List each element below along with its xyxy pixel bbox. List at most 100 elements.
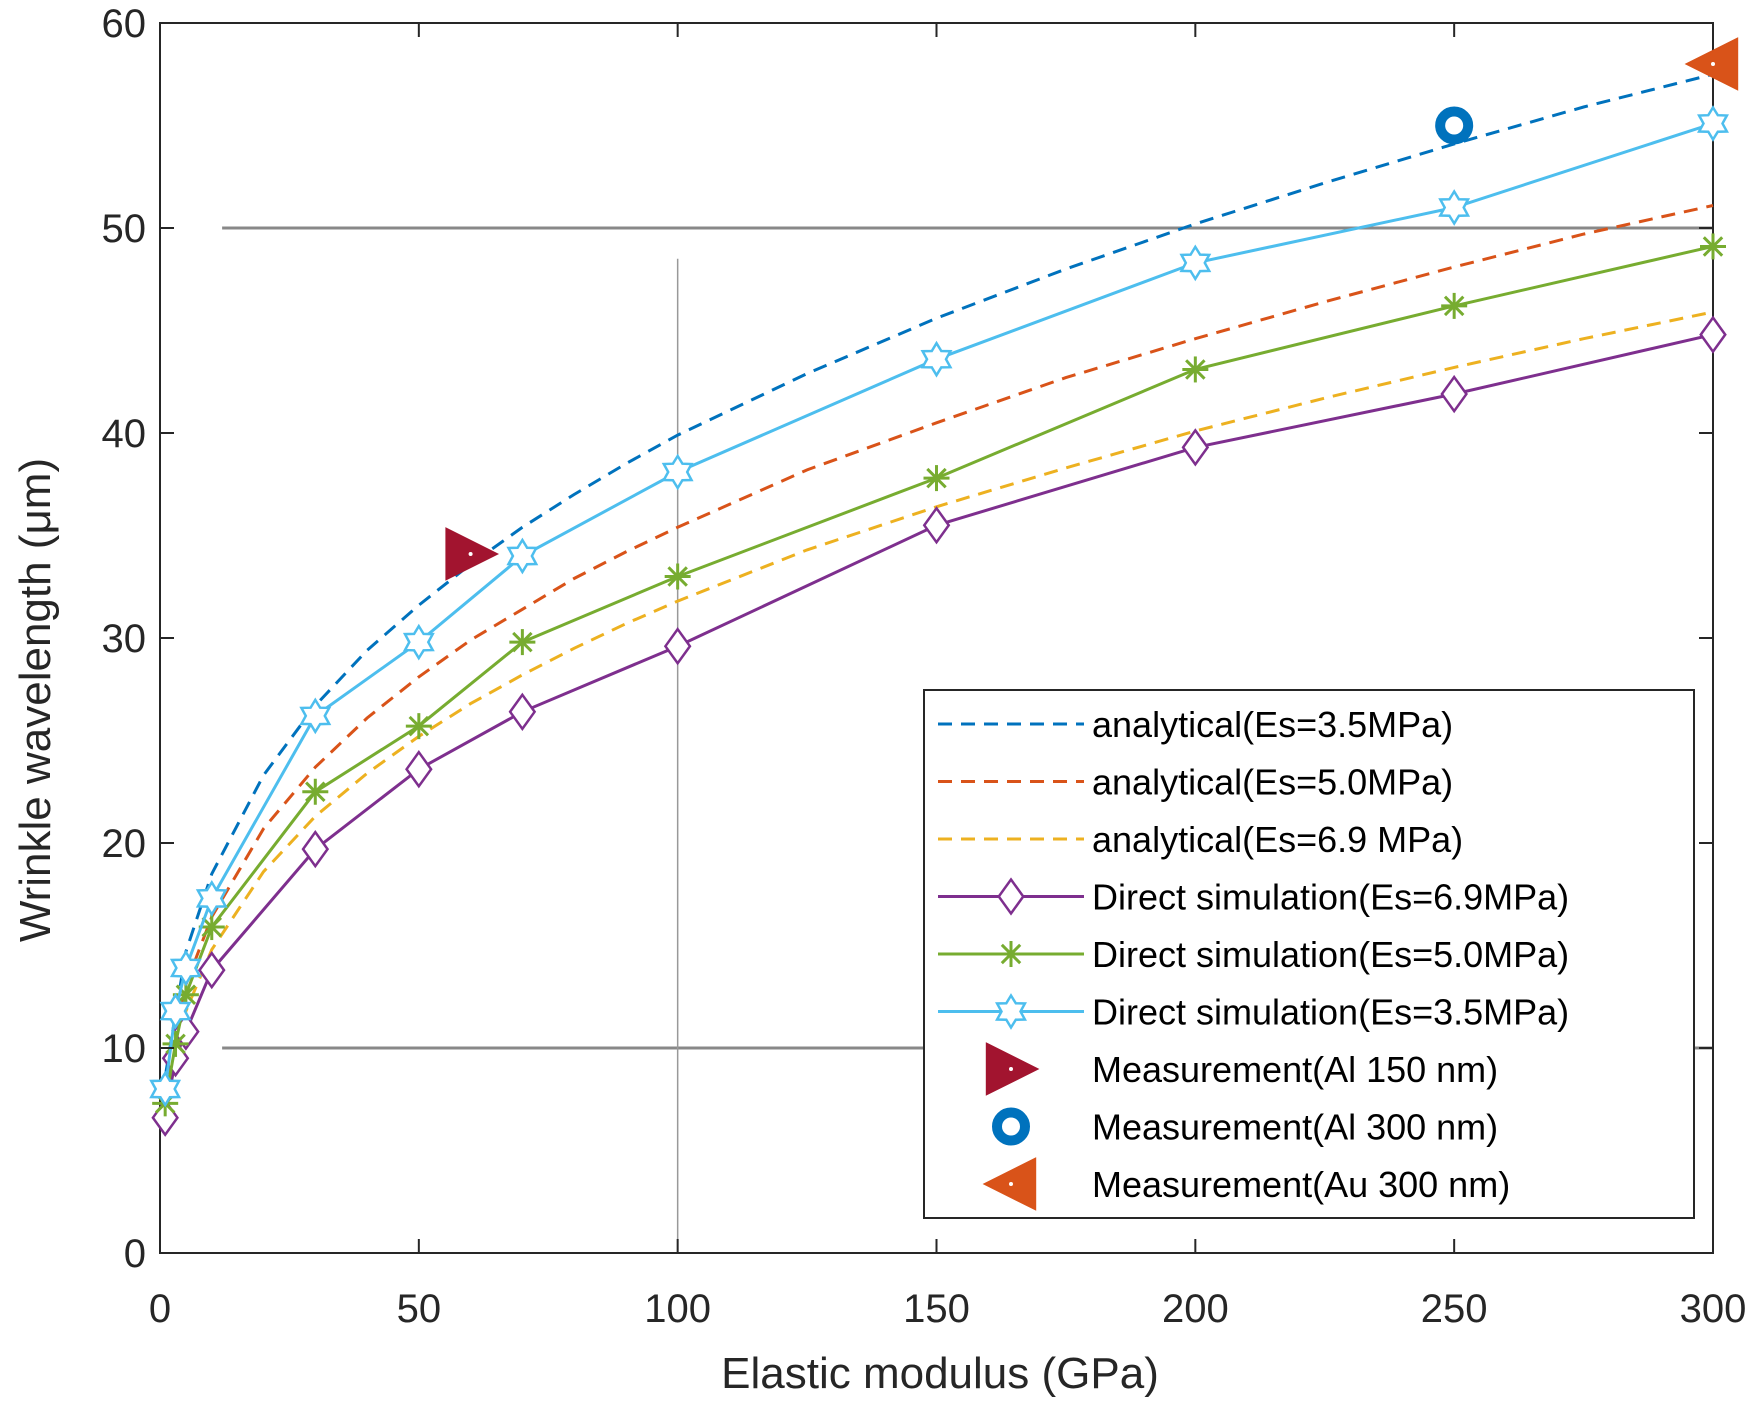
- legend-entry-5: Direct simulation(Es=3.5MPa): [938, 992, 1569, 1033]
- data-point: [169, 949, 202, 987]
- diamond-marker-shape: [1440, 374, 1468, 414]
- legend-marker: [997, 877, 1025, 916]
- hexagram-marker-shape: [159, 992, 192, 1030]
- hexagram-marker-shape: [920, 340, 953, 378]
- data-point: [405, 750, 433, 789]
- legend-entry-6: Measurement(Al 150 nm): [985, 1042, 1498, 1096]
- hexagram-marker-shape: [661, 453, 694, 491]
- legend-entry-1: analytical(Es=5.0MPa): [938, 762, 1453, 803]
- data-point: [195, 880, 228, 917]
- hexagram-marker-shape: [1438, 189, 1471, 226]
- series-line: [163, 204, 1714, 1098]
- asterisk-marker-stroke: [926, 467, 947, 489]
- diamond-marker-shape: [405, 750, 433, 789]
- data-point: [1440, 374, 1468, 414]
- hexagram-marker-shape: [169, 949, 202, 987]
- legend-label: analytical(Es=5.0MPa): [1092, 762, 1453, 803]
- legend-marker: [992, 1107, 1030, 1146]
- legend-entry-4: Direct simulation(Es=5.0MPa): [938, 934, 1569, 975]
- data-point: [198, 914, 225, 941]
- legend-label: Direct simulation(Es=3.5MPa): [1092, 992, 1569, 1033]
- diamond-marker-shape: [922, 506, 951, 545]
- data-point: [299, 697, 332, 735]
- series-6: [445, 527, 500, 581]
- data-point: [1182, 356, 1209, 383]
- series-layer: [149, 37, 1739, 1137]
- legend-marker: [985, 1042, 1040, 1096]
- legend-marker: [995, 993, 1027, 1030]
- x-tick-label: 0: [149, 1287, 171, 1331]
- asterisk-marker-stroke: [512, 631, 533, 653]
- series-7: [1435, 106, 1474, 145]
- data-point: [664, 563, 691, 590]
- data-point: [405, 713, 432, 740]
- data-point: [1699, 315, 1727, 354]
- x-tick-label: 50: [397, 1287, 442, 1331]
- data-point: [1441, 292, 1468, 319]
- legend-label: Measurement(Au 300 nm): [1092, 1164, 1510, 1205]
- hexagram-marker-shape: [402, 623, 435, 661]
- legend-entry-8: Measurement(Au 300 nm): [982, 1157, 1510, 1211]
- diamond-marker-shape: [997, 877, 1025, 916]
- y-tick-label: 0: [124, 1232, 146, 1276]
- data-point: [506, 537, 539, 575]
- x-tick-label: 250: [1421, 1287, 1488, 1331]
- data-point: [509, 629, 536, 656]
- legend-entry-0: analytical(Es=3.5MPa): [938, 704, 1453, 745]
- data-point: [159, 992, 192, 1030]
- x-tick-label: 150: [903, 1287, 970, 1331]
- series-8: [1684, 37, 1739, 91]
- marker-center-dot: [1009, 1182, 1013, 1186]
- asterisk-marker-stroke: [1000, 943, 1022, 965]
- x-tick-label: 200: [1162, 1287, 1229, 1331]
- hexagram-marker-shape: [1179, 244, 1212, 282]
- legend-label: analytical(Es=3.5MPa): [1092, 704, 1453, 745]
- x-tick-label: 300: [1680, 1287, 1747, 1331]
- x-axis-title: Elastic modulus (GPa): [721, 1349, 1159, 1398]
- series-line: [163, 72, 1714, 1077]
- data-point: [197, 950, 226, 990]
- legend-entry-2: analytical(Es=6.9 MPa): [938, 819, 1463, 860]
- axis-ticks: 0 50 100 150 200 250 300 0 10 20 30 40 50 60: [102, 2, 1747, 1331]
- data-point: [1684, 37, 1739, 91]
- legend-label: analytical(Es=6.9 MPa): [1092, 819, 1463, 860]
- circle-marker-shape: [1435, 106, 1474, 145]
- diamond-marker-shape: [508, 692, 537, 731]
- marker-center-dot: [468, 551, 473, 556]
- data-point: [162, 1030, 189, 1057]
- x-tick-label: 100: [644, 1287, 711, 1331]
- circle-marker-shape: [992, 1107, 1030, 1146]
- legend-entry-7: Measurement(Al 300 nm): [992, 1107, 1498, 1148]
- hexagram-marker-shape: [195, 880, 228, 917]
- data-point: [149, 1070, 182, 1108]
- data-point: [663, 627, 692, 666]
- asterisk-marker-stroke: [408, 715, 430, 737]
- series-line: [163, 310, 1714, 1112]
- asterisk-marker-stroke: [305, 781, 326, 803]
- data-point: [1700, 233, 1726, 260]
- series-0: [163, 72, 1714, 1077]
- data-point: [445, 527, 500, 581]
- data-point: [922, 506, 951, 545]
- asterisk-marker-stroke: [667, 566, 688, 587]
- series-2: [163, 310, 1714, 1112]
- legend-marker: [998, 941, 1024, 967]
- legend-label: Measurement(Al 150 nm): [1092, 1049, 1498, 1090]
- asterisk-marker-stroke: [1443, 295, 1465, 317]
- hexagram-marker-shape: [506, 537, 539, 575]
- series-5: [149, 105, 1729, 1108]
- data-point: [301, 830, 330, 869]
- data-point: [1697, 105, 1729, 142]
- diamond-marker-shape: [1699, 315, 1727, 354]
- series-1: [163, 204, 1714, 1098]
- diamond-marker-shape: [663, 627, 692, 666]
- data-point: [1435, 106, 1474, 145]
- y-axis-title: Wrinkle wavelength (μm): [11, 458, 60, 942]
- asterisk-marker-stroke: [1185, 359, 1206, 380]
- diamond-marker-shape: [1181, 428, 1210, 467]
- asterisk-marker-stroke: [201, 916, 223, 938]
- hexagram-marker-shape: [995, 993, 1027, 1030]
- y-tick-label: 60: [102, 2, 147, 46]
- asterisk-marker-stroke: [1702, 236, 1724, 257]
